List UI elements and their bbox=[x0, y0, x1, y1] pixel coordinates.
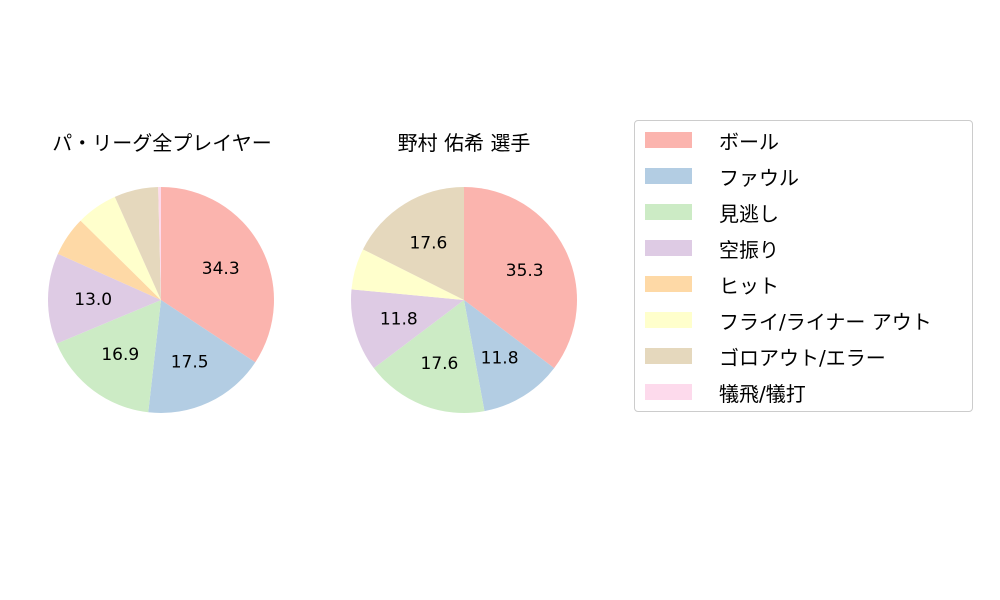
legend-item-swinging-strike: 空振り bbox=[645, 238, 779, 262]
pie-slice bbox=[161, 187, 274, 363]
slice-label: 17.6 bbox=[421, 354, 459, 374]
pie-slice bbox=[373, 300, 485, 413]
slice-label: 11.8 bbox=[481, 349, 519, 369]
legend-label: ゴロアウト/エラー bbox=[719, 345, 886, 370]
legend-item-foul: ファウル bbox=[645, 166, 799, 190]
pie-slice bbox=[80, 196, 161, 300]
pie-slice bbox=[56, 300, 162, 413]
slice-label: 11.8 bbox=[380, 310, 418, 330]
legend-item-called-strike: 見逃し bbox=[645, 202, 779, 226]
pie-slice bbox=[351, 289, 464, 369]
pie-slice bbox=[57, 220, 161, 300]
slice-label: 35.3 bbox=[506, 261, 544, 281]
legend-swatch bbox=[645, 384, 692, 400]
legend-swatch bbox=[645, 240, 692, 256]
slice-label: 34.3 bbox=[202, 259, 240, 279]
legend-label: フライ/ライナー アウト bbox=[719, 309, 932, 334]
slice-label: 16.9 bbox=[101, 345, 139, 365]
legend-item-fly-liner-out: フライ/ライナー アウト bbox=[645, 310, 932, 334]
pie-slice bbox=[464, 187, 577, 369]
legend-label: 見逃し bbox=[719, 201, 779, 226]
pie-slice bbox=[148, 300, 256, 413]
legend-swatch bbox=[645, 276, 692, 292]
legend-label: ファウル bbox=[719, 165, 799, 190]
legend-label: 犠飛/犠打 bbox=[719, 381, 806, 406]
legend-label: ボール bbox=[719, 129, 779, 154]
legend-swatch bbox=[645, 204, 692, 220]
left-pie: 34.3 17.5 16.9 13.0 bbox=[48, 187, 274, 413]
legend-swatch bbox=[645, 132, 692, 148]
legend-item-hit: ヒット bbox=[645, 274, 779, 298]
legend-swatch bbox=[645, 348, 692, 364]
slice-label: 17.6 bbox=[409, 233, 447, 253]
right-pie-title: 野村 佑希 選手 bbox=[397, 131, 531, 155]
legend-label: 空振り bbox=[719, 237, 779, 262]
pie-slice bbox=[351, 249, 464, 300]
pie-slice bbox=[464, 300, 555, 412]
legend-item-sacrifice: 犠飛/犠打 bbox=[645, 382, 806, 406]
pie-slice bbox=[158, 187, 161, 300]
pie-slice bbox=[114, 187, 161, 300]
legend-item-ball: ボール bbox=[645, 130, 779, 154]
slice-label: 13.0 bbox=[74, 290, 112, 310]
legend: ボール ファウル 見逃し 空振り ヒット フライ/ライナー アウト ゴロアウト/… bbox=[634, 120, 973, 412]
legend-swatch bbox=[645, 168, 692, 184]
pie-slice bbox=[362, 187, 464, 300]
left-pie-title: パ・リーグ全プレイヤー bbox=[52, 131, 272, 155]
legend-label: ヒット bbox=[719, 273, 779, 298]
legend-item-grounder-error: ゴロアウト/エラー bbox=[645, 346, 886, 370]
right-pie: 35.3 11.8 17.6 11.8 17.6 bbox=[351, 187, 577, 413]
legend-swatch bbox=[645, 312, 692, 328]
pie-slice bbox=[48, 253, 162, 344]
slice-label: 17.5 bbox=[171, 352, 209, 372]
